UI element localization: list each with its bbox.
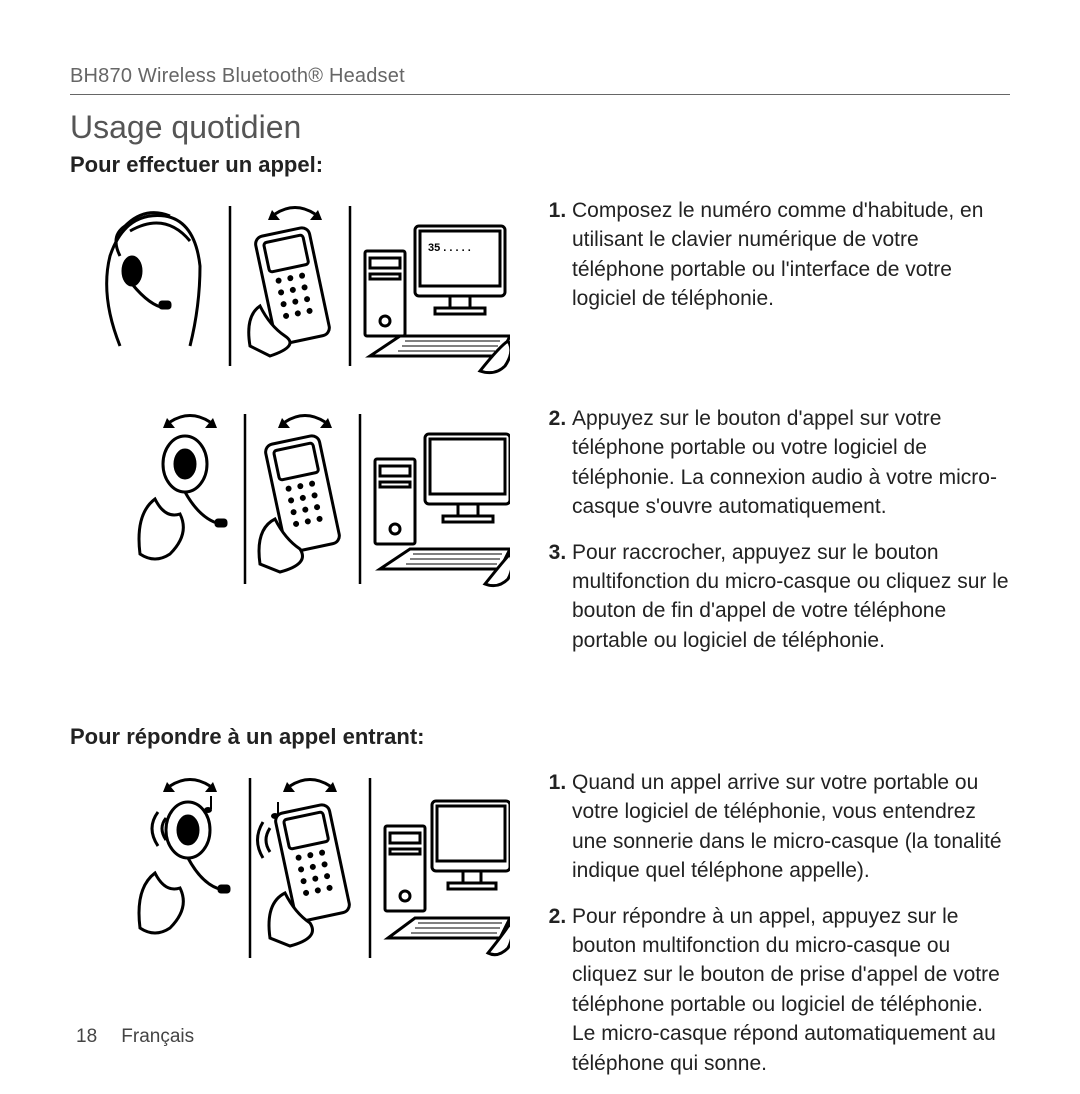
- screen-label-35: 35 . . . . .: [428, 242, 471, 254]
- footer-language: Français: [121, 1026, 194, 1047]
- step-item: Appuyez sur le bouton d'appel sur votre …: [572, 404, 1010, 522]
- page-footer: 18 Français: [76, 1026, 194, 1048]
- manual-page: BH870 Wireless Bluetooth® Headset Usage …: [0, 0, 1080, 1080]
- illustration-dial: 35 . . . . .: [70, 196, 510, 376]
- row-step1: 35 . . . . . Composez le numéro: [70, 196, 1010, 396]
- page-number: 18: [76, 1026, 116, 1048]
- row-answer: Quand un appel arrive sur votre portable…: [70, 768, 1010, 1094]
- steps2-3-text-block: Appuyez sur le bouton d'appel sur votre …: [546, 404, 1010, 671]
- step-item: Composez le numéro comme d'habitude, en …: [572, 196, 1010, 314]
- step-item: Pour répondre à un appel, appuyez sur le…: [572, 902, 1010, 1078]
- running-header: BH870 Wireless Bluetooth® Headset: [70, 65, 1010, 95]
- step-item: Quand un appel arrive sur votre portable…: [572, 768, 1010, 886]
- answer-steps-text-block: Quand un appel arrive sur votre portable…: [546, 768, 1010, 1094]
- step1-text-block: Composez le numéro comme d'habitude, en …: [546, 196, 1010, 330]
- step-item: Pour raccrocher, appuyez sur le bouton m…: [572, 538, 1010, 656]
- illustration-answer: [70, 768, 510, 968]
- illustration-call-button: [70, 404, 510, 594]
- subsection-answer-call-heading: Pour répondre à un appel entrant:: [70, 724, 1010, 750]
- section-title: Usage quotidien: [70, 109, 1010, 146]
- subsection-make-call-heading: Pour effectuer un appel:: [70, 152, 1010, 178]
- row-step2-3: Appuyez sur le bouton d'appel sur votre …: [70, 404, 1010, 694]
